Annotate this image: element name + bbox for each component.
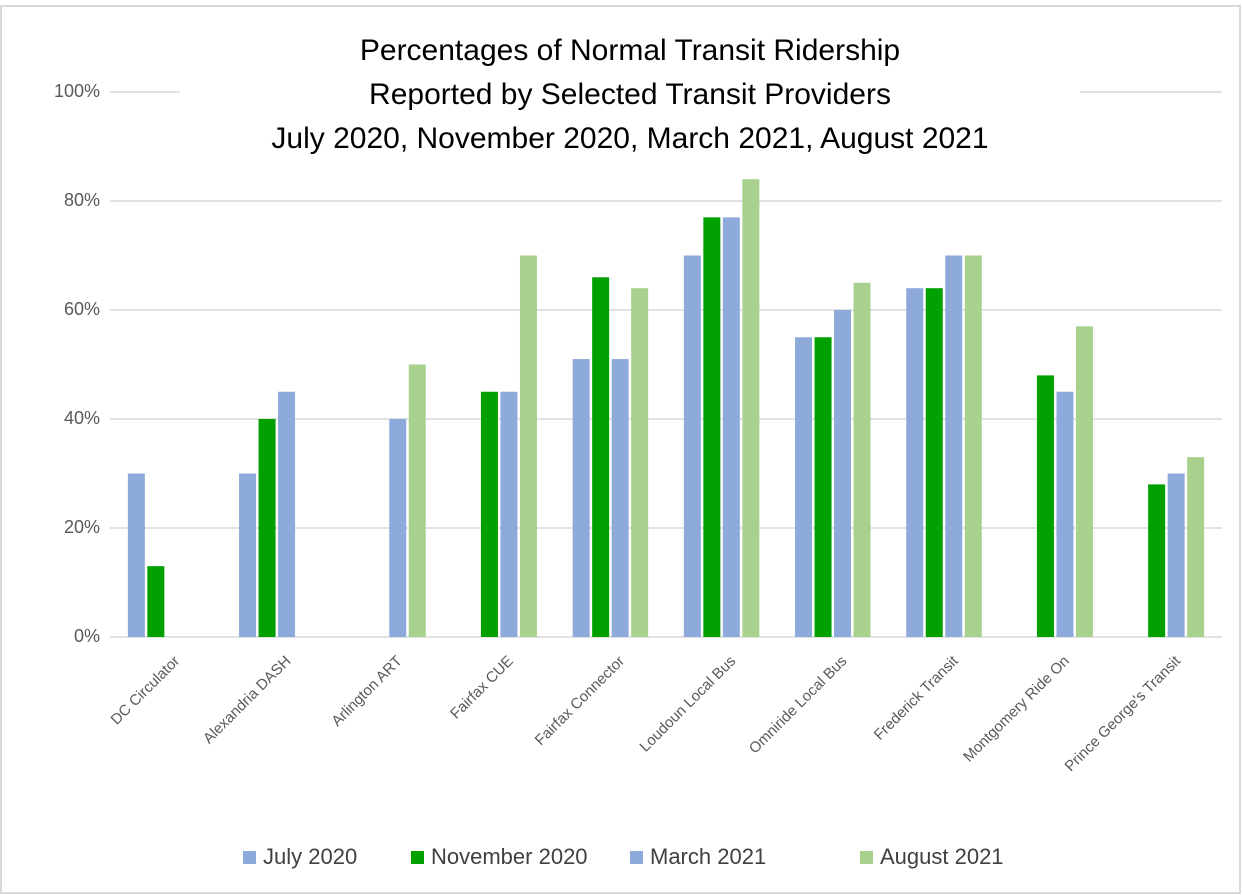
bar [408, 364, 426, 637]
bar [703, 217, 721, 637]
legend-label: March 2021 [650, 844, 766, 869]
bar [1056, 391, 1074, 637]
bar [572, 359, 590, 637]
bar [1036, 375, 1054, 637]
bar [611, 359, 629, 637]
bar [964, 255, 982, 637]
title-background [180, 28, 1080, 168]
bar [389, 419, 407, 637]
legend-swatch [411, 851, 424, 864]
bar [147, 566, 165, 637]
bar [1167, 473, 1185, 637]
bar [592, 277, 610, 637]
bar [722, 217, 740, 637]
bar [278, 391, 296, 637]
bar [519, 255, 537, 637]
chart-title: July 2020, November 2020, March 2021, Au… [271, 122, 988, 155]
legend-swatch [243, 851, 256, 864]
bar [925, 288, 943, 637]
y-tick-label: 40% [64, 408, 100, 428]
bar [1187, 457, 1205, 637]
bar [127, 473, 145, 637]
bar [853, 282, 871, 637]
legend-label: July 2020 [263, 844, 357, 869]
chart-title: Percentages of Normal Transit Ridership [360, 34, 900, 67]
bar [683, 255, 701, 637]
title-group: Percentages of Normal Transit Ridership R… [180, 28, 1080, 168]
legend-swatch [630, 851, 643, 864]
y-tick-label: 20% [64, 517, 100, 537]
legend-swatch [860, 851, 873, 864]
y-tick-label: 0% [74, 626, 100, 646]
legend-label: August 2021 [880, 844, 1004, 869]
bar [1075, 326, 1093, 637]
bar [480, 391, 498, 637]
bar [742, 179, 760, 637]
bar [906, 288, 924, 637]
chart-title: Reported by Selected Transit Providers [369, 78, 891, 111]
bar [834, 310, 852, 637]
bar [239, 473, 257, 637]
legend-label: November 2020 [431, 844, 588, 869]
bar [1148, 484, 1166, 637]
bar [631, 288, 649, 637]
y-tick-label: 100% [54, 81, 100, 101]
bar [945, 255, 963, 637]
y-tick-label: 60% [64, 299, 100, 319]
y-tick-label: 80% [64, 190, 100, 210]
bar [814, 337, 832, 637]
bars [127, 179, 1205, 637]
bar [258, 419, 276, 637]
bar [500, 391, 518, 637]
bar [795, 337, 813, 637]
